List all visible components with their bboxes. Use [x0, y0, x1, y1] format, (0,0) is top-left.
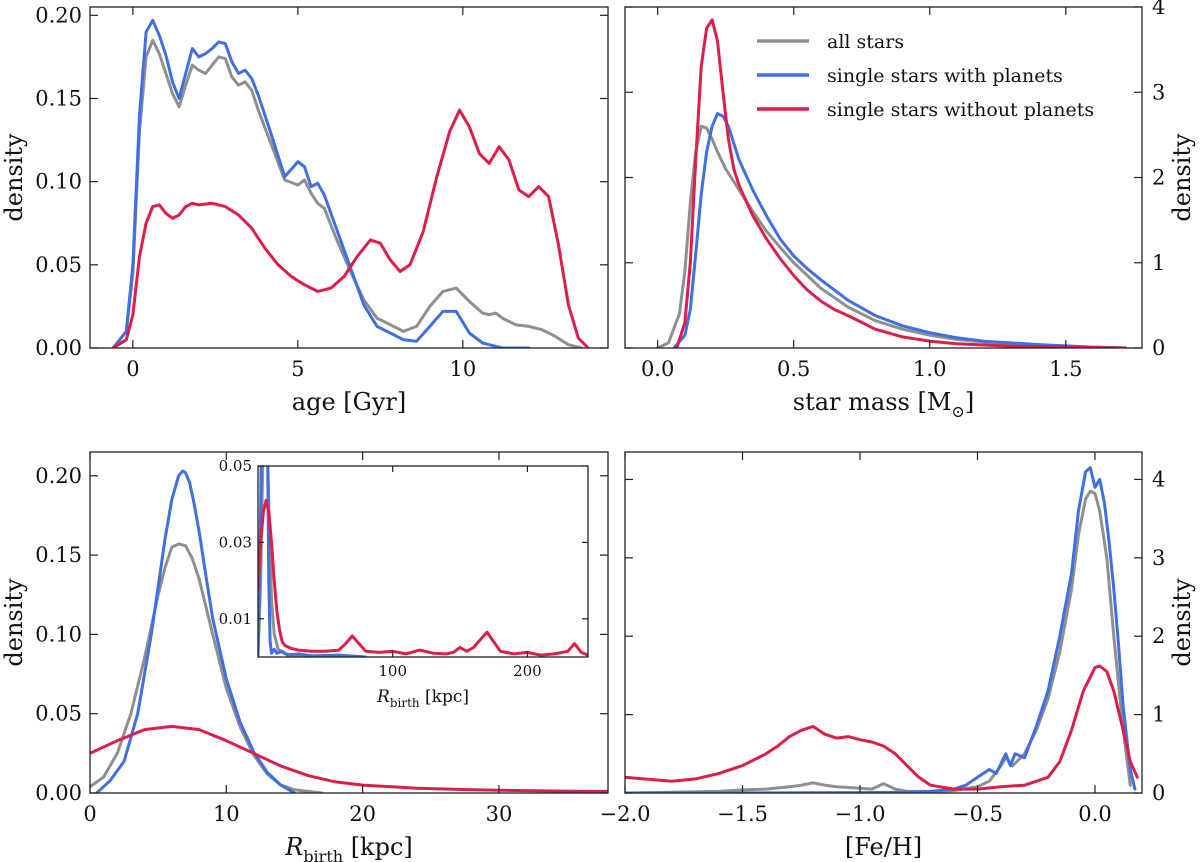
x-tick-label: 0.0 — [641, 357, 674, 381]
x-tick-label: 5 — [291, 357, 304, 381]
series-line-all — [625, 489, 1132, 793]
series-line-all — [111, 38, 584, 348]
plot-frame — [624, 451, 1143, 794]
x-axis-label: Rbirth [kpc] — [376, 687, 469, 710]
x-tick-label: 200 — [513, 662, 542, 680]
inset-background — [258, 466, 588, 657]
x-axis-label: Rbirth [kpc] — [284, 833, 413, 862]
x-tick-label: 10 — [213, 802, 240, 826]
x-tick-label: −2.0 — [600, 802, 651, 826]
plot-frame — [257, 465, 589, 658]
x-axis-label: age [Gyr] — [292, 388, 406, 416]
y-tick-label: 0.10 — [35, 170, 82, 194]
x-axis-label: [Fe/H] — [845, 833, 922, 861]
y-tick-label: 4 — [1152, 467, 1165, 491]
y-tick-label: 1 — [1152, 251, 1165, 275]
legend-label-all: all stars — [827, 31, 904, 53]
chart-age: 0 5 10 0.00 0.05 0.10 0.15 0.20 age [Gyr] density — [0, 3, 609, 416]
x-axis-label: star mass [M⊙] — [793, 388, 974, 421]
x-tick-label: 0 — [126, 357, 139, 381]
x-tick-label: 10 — [449, 357, 476, 381]
chart-mass: 0.0 0.5 1.0 1.5 0 1 2 3 4 star mass [M⊙] density — [624, 0, 1196, 421]
y-tick-label: 3 — [1152, 546, 1165, 570]
y-tick-label: 0.05 — [35, 702, 82, 726]
y-tick-label: 0.00 — [35, 781, 82, 805]
y-tick-label: 2 — [1152, 166, 1165, 190]
y-tick-label: 0.15 — [35, 543, 82, 567]
x-tick-label: 0.0 — [1078, 802, 1111, 826]
legend-label-with: single stars with planets — [827, 65, 1063, 87]
x-tick-label: 1.5 — [1049, 357, 1082, 381]
y-axis-label: density — [0, 578, 28, 667]
x-tick-label: −1.0 — [835, 802, 886, 826]
y-tick-label: 0.01 — [219, 610, 252, 628]
series-group — [258, 466, 588, 657]
chart-rbirth_inset: 100 200 0.01 0.03 0.05 Rbirth [kpc] — [219, 457, 589, 710]
x-tick-label: 0.5 — [777, 357, 810, 381]
chart-feh: −2.0 −1.5 −1.0 −0.5 0.0 0 1 2 3 4 [Fe/H] density — [600, 451, 1196, 861]
y-tick-label: 0.15 — [35, 86, 82, 110]
y-tick-label: 3 — [1152, 80, 1165, 104]
legend: all stars single stars with planets single… — [757, 31, 1094, 121]
x-tick-label: −1.5 — [717, 802, 768, 826]
y-tick-label: 0.20 — [35, 3, 82, 27]
x-tick-label: 100 — [378, 662, 407, 680]
series-group — [625, 466, 1139, 793]
plot-frame — [89, 451, 609, 794]
series-line-with — [111, 18, 531, 348]
series-line-all — [656, 124, 1128, 348]
x-tick-label: 30 — [486, 802, 513, 826]
y-axis-label: density — [1168, 133, 1196, 222]
y-tick-label: 0 — [1152, 781, 1165, 805]
x-tick-label: 0 — [83, 802, 96, 826]
y-tick-label: 0.00 — [35, 336, 82, 360]
y-tick-label: 0.05 — [35, 253, 82, 277]
series-group — [656, 18, 1128, 348]
series-line-with — [95, 469, 296, 793]
series-line-with — [672, 112, 1128, 348]
series-line-without — [258, 498, 588, 657]
y-tick-label: 0.05 — [219, 457, 252, 475]
series-line-without — [675, 18, 1128, 348]
y-tick-label: 2 — [1152, 624, 1165, 648]
plot-frame — [89, 6, 609, 349]
y-tick-label: 0 — [1152, 336, 1165, 360]
series-line-without — [111, 108, 590, 348]
x-tick-label: 20 — [349, 802, 376, 826]
legend-label-without: single stars without planets — [827, 99, 1094, 121]
y-tick-label: 0.10 — [35, 622, 82, 646]
y-tick-label: 0.20 — [35, 464, 82, 488]
y-tick-label: 0.03 — [219, 533, 252, 551]
y-axis-label: density — [1168, 578, 1196, 667]
x-tick-label: 1.0 — [913, 357, 946, 381]
series-line-without — [625, 664, 1139, 791]
x-tick-label: −0.5 — [952, 802, 1003, 826]
y-tick-label: 1 — [1152, 703, 1165, 727]
y-tick-label: 4 — [1152, 0, 1165, 19]
y-axis-label: density — [0, 133, 28, 222]
chart-rbirth: 0 10 20 30 0.00 0.05 0.10 0.15 0.20 Rbirth [kpc] d… — [0, 451, 609, 862]
series-line-without — [90, 724, 608, 793]
series-group — [111, 18, 590, 348]
series-line-with — [258, 466, 368, 657]
